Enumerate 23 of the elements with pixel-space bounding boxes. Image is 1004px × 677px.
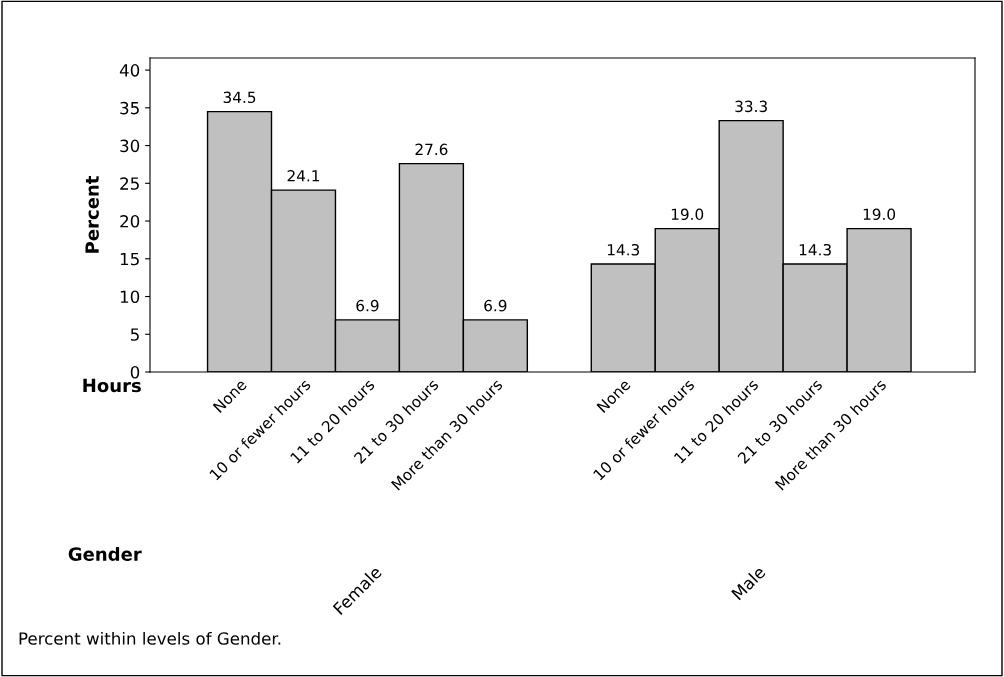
y-tick-label: 40: [119, 64, 140, 77]
text: Gender: [68, 546, 142, 561]
y-tick-label: 0: [130, 365, 140, 379]
data-label: 33.3: [735, 100, 767, 113]
y-tick-label: 25: [120, 177, 139, 190]
data-label: 34.5: [223, 91, 256, 104]
data-label: 6.9: [484, 299, 507, 312]
y-tick-label: 30: [120, 139, 140, 153]
data-label: 14.3: [607, 243, 640, 256]
data-label: 19.0: [671, 208, 704, 221]
data-label: 27.6: [415, 143, 448, 156]
y-tick-label: 35: [120, 101, 139, 115]
y-tick-label: 20: [120, 215, 140, 228]
y-tick-label: 15: [120, 252, 139, 266]
y-tick-label: 5: [130, 328, 139, 341]
y-tick-label: 10: [120, 290, 140, 304]
data-label: 24.1: [287, 170, 320, 182]
data-label: 19.0: [863, 208, 896, 221]
data-label: 6.9: [356, 299, 379, 312]
x-axis-title: Hours: [83, 378, 141, 393]
data-label: 14.3: [799, 243, 831, 256]
y-axis-title: Percent: [85, 176, 99, 253]
text: Percent within levels of Gender.: [19, 631, 281, 645]
